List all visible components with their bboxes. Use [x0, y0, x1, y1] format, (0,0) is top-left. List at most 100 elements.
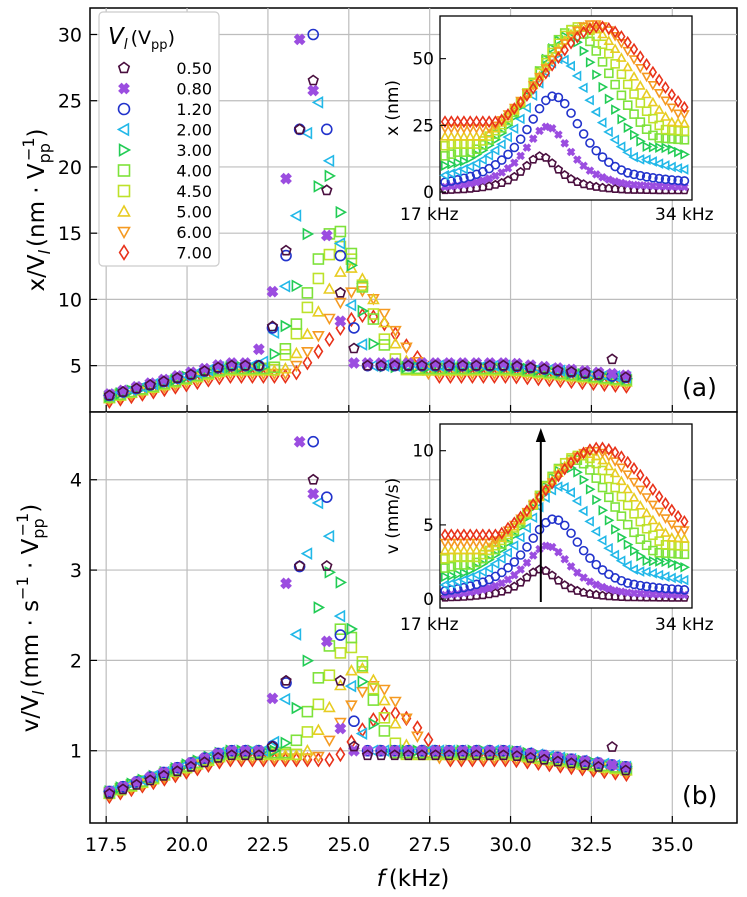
inset-point-7-0 — [439, 544, 451, 555]
point-6.00-25 — [378, 684, 391, 697]
inset-point-3-28 — [615, 555, 626, 567]
inset-point-0-23 — [585, 180, 595, 190]
point-2.00-19 — [311, 96, 324, 109]
point-1.20-38 — [619, 761, 632, 773]
inset-point-9-29 — [623, 455, 632, 469]
point-0.50-30 — [511, 750, 523, 762]
point-0.80-36 — [592, 366, 605, 379]
inset-point-9-36 — [667, 503, 676, 517]
x-tick-label-5: 30.0 — [489, 834, 531, 856]
point-0.80-9 — [225, 357, 238, 369]
point-5.00-18 — [301, 327, 314, 340]
point-2.00-22 — [344, 298, 357, 312]
panel-a-inset-x-start: 17 kHz — [400, 205, 459, 225]
point-2.00-23 — [355, 727, 368, 740]
inset-point-1-11 — [510, 158, 519, 168]
inset-point-4-29 — [623, 122, 634, 133]
inset-point-3-29 — [622, 146, 632, 158]
inset-point-5-34 — [654, 133, 665, 143]
legend-label-4.00: 4.00 — [176, 162, 212, 181]
inset-point-2-21 — [572, 118, 583, 129]
inset-point-2-3 — [459, 582, 469, 593]
inset-point-4-38 — [680, 149, 691, 160]
inset-point-1-21 — [573, 155, 582, 164]
point-3.00-23 — [357, 304, 370, 318]
point-0.80-36 — [592, 757, 605, 769]
inset-point-9-4 — [466, 528, 475, 542]
point-0.80-27 — [470, 357, 483, 369]
inset-point-2-32 — [641, 172, 652, 182]
inset-point-2-17 — [547, 514, 557, 524]
legend-label-1.20: 1.20 — [176, 100, 212, 119]
inset-point-1-28 — [617, 587, 626, 596]
inset-point-9-33 — [648, 65, 658, 79]
inset-point-0-22 — [578, 587, 589, 597]
inset-point-6-35 — [660, 539, 671, 550]
point-2.00-20 — [322, 529, 335, 543]
inset-point-2-17 — [547, 91, 557, 102]
inset-point-2-35 — [660, 583, 671, 594]
inset-point-2-34 — [654, 173, 665, 184]
inset-point-9-19 — [560, 462, 569, 476]
inset-point-2-9 — [496, 567, 507, 578]
inset-point-2-20 — [566, 528, 576, 539]
inset-point-1-10 — [503, 163, 513, 173]
point-5.00-23 — [356, 272, 369, 284]
inset-point-9-3 — [459, 528, 469, 542]
inset-point-8-32 — [641, 493, 652, 503]
inset-point-7-7 — [483, 542, 495, 552]
point-0.50-31 — [524, 361, 537, 373]
inset-point-6-27 — [610, 59, 620, 69]
inset-point-2-11 — [509, 142, 520, 153]
panel-b-data — [102, 435, 634, 805]
point-1.20-34 — [565, 753, 578, 766]
inset-point-1-13 — [522, 143, 532, 152]
point-0.80-24 — [429, 357, 442, 369]
point-4.50-21 — [334, 647, 347, 659]
point-1.20-23 — [416, 744, 428, 757]
point-1.20-2 — [130, 776, 143, 788]
inset-point-5-24 — [591, 46, 602, 56]
inset-point-2-13 — [522, 542, 532, 552]
inset-point-9-26 — [604, 22, 613, 35]
inset-point-5-28 — [616, 511, 627, 521]
inset-point-0-17 — [547, 570, 557, 580]
point-1.20-21 — [388, 744, 401, 757]
inset-point-3-13 — [521, 102, 531, 114]
inset-point-3-22 — [577, 505, 588, 517]
point-0.80-31 — [524, 359, 537, 372]
legend-marker-6.00 — [117, 226, 131, 240]
point-7.00-20 — [324, 331, 335, 348]
inset-point-8-28 — [616, 463, 627, 474]
point-0.50-10 — [239, 359, 251, 371]
inset-point-4-24 — [592, 69, 602, 81]
inset-point-1-16 — [541, 541, 551, 551]
inset-point-1-24 — [591, 580, 601, 589]
point-0.50-24 — [429, 359, 442, 371]
inset-point-9-33 — [648, 483, 658, 496]
point-5.00-19 — [312, 305, 325, 317]
point-2.00-23 — [355, 338, 368, 351]
inset-point-2-26 — [604, 157, 614, 168]
inset-point-4-5 — [472, 561, 483, 573]
point-6.00-28 — [411, 731, 424, 743]
point-0.50-31 — [524, 751, 537, 763]
inset-point-0-16 — [541, 565, 551, 575]
inset-point-8-23 — [584, 20, 596, 30]
point-7.00-21 — [335, 746, 346, 763]
point-0.50-7 — [198, 756, 211, 768]
point-6.00-22 — [345, 287, 358, 299]
legend-marker-0.50 — [117, 61, 131, 74]
inset-point-7-29 — [622, 483, 634, 494]
inset-point-1-22 — [579, 573, 588, 582]
inset-point-1-5 — [472, 586, 481, 596]
inset-point-2-25 — [597, 565, 608, 575]
point-0.80-6 — [185, 757, 197, 769]
x-tick-label-7: 35.0 — [651, 834, 693, 856]
inset-point-3-4 — [464, 161, 475, 172]
inset-point-4-25 — [598, 81, 609, 93]
inset-point-1-33 — [648, 181, 658, 191]
legend-label-0.50: 0.50 — [176, 59, 212, 78]
point-0.50-8 — [212, 751, 224, 763]
point-0.80-32 — [538, 360, 551, 373]
